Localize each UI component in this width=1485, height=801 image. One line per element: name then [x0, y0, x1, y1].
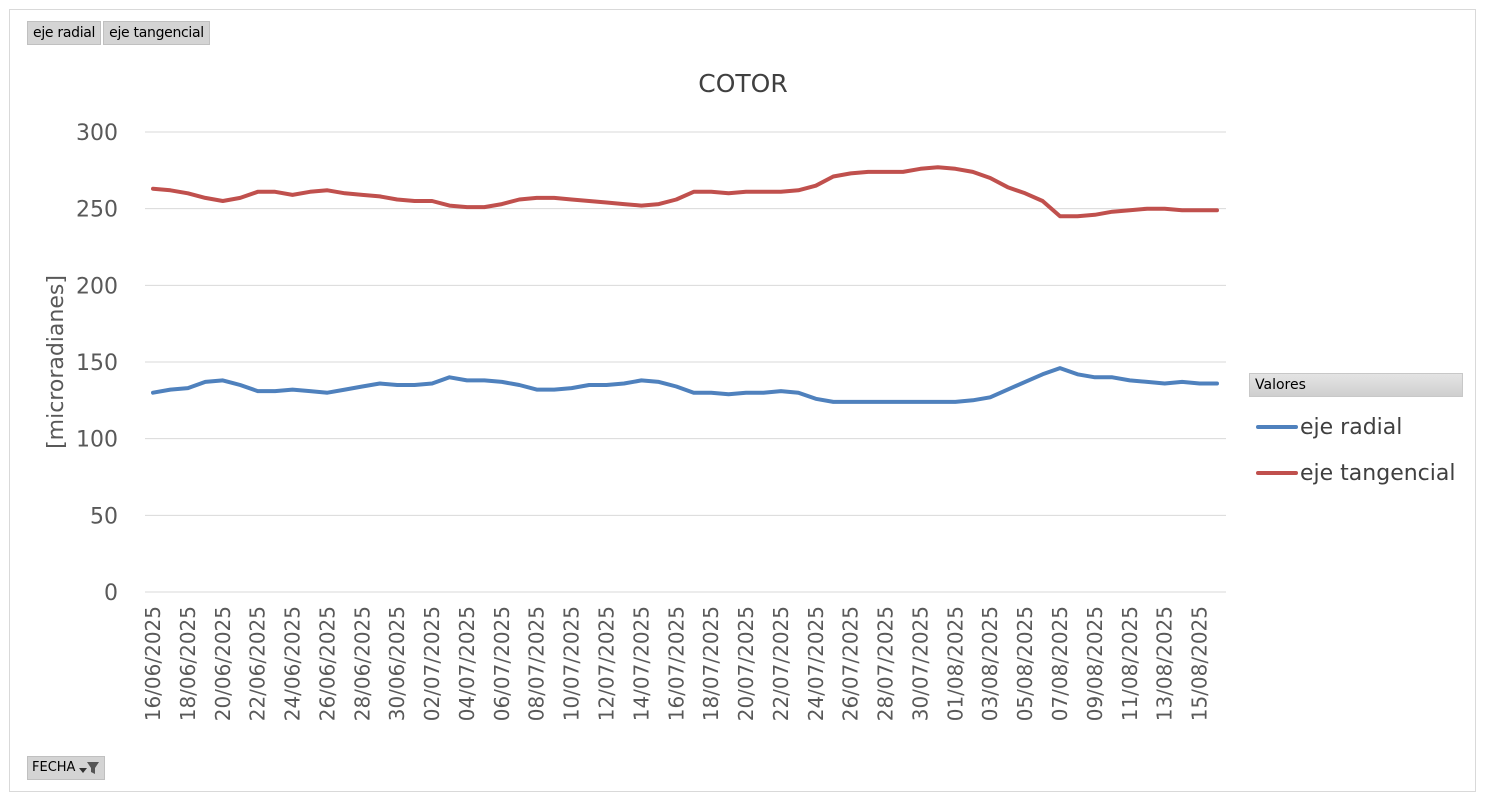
x-tick-label: 28/07/2025: [874, 606, 898, 721]
series-line-eje-tangencial[interactable]: [151, 165, 1219, 219]
x-tick-label: 06/07/2025: [490, 606, 514, 721]
x-tick-label: 12/07/2025: [595, 606, 619, 721]
x-tick-label: 07/08/2025: [1048, 606, 1072, 721]
x-tick-label: 30/07/2025: [908, 606, 932, 721]
x-tick-label: 08/07/2025: [525, 606, 549, 721]
y-tick-label: 200: [76, 274, 118, 299]
fecha-filter-button[interactable]: FECHA: [27, 756, 106, 780]
x-tick-label: 28/06/2025: [350, 606, 374, 721]
x-tick-label: 11/08/2025: [1118, 606, 1142, 721]
x-tick-label: 16/07/2025: [664, 606, 688, 721]
x-tick-label: 15/08/2025: [1188, 606, 1212, 721]
legend-item-eje-tangencial[interactable]: eje tangencial: [1256, 450, 1455, 496]
x-tick-label: 18/06/2025: [176, 606, 200, 721]
y-tick-label: 300: [76, 121, 118, 146]
x-tick-label: 24/07/2025: [804, 606, 828, 721]
x-tick-label: 20/07/2025: [734, 606, 758, 721]
x-tick-label: 26/06/2025: [315, 606, 339, 721]
legend-label-eje-radial: eje radial: [1300, 414, 1403, 440]
x-tick-label: 22/07/2025: [769, 606, 793, 721]
x-axis-ticks: 16/06/2025 18/06/2025 20/06/2025 22/06/2025…: [141, 606, 1212, 721]
x-tick-label: 04/07/2025: [455, 606, 479, 721]
x-tick-label: 18/07/2025: [699, 606, 723, 721]
x-tick-label: 22/06/2025: [246, 606, 270, 721]
field-button-eje-radial[interactable]: eje radial: [27, 21, 102, 45]
y-tick-label: 50: [90, 504, 118, 529]
y-axis-ticks: 0 50 100 150 200 250 300: [76, 121, 118, 606]
legend-title[interactable]: Valores: [1249, 373, 1463, 397]
legend-swatch-eje-radial: [1256, 425, 1298, 429]
x-tick-label: 03/08/2025: [978, 606, 1002, 721]
legend-item-eje-radial[interactable]: eje radial: [1256, 404, 1455, 450]
x-tick-label: 02/07/2025: [420, 606, 444, 721]
fecha-label: FECHA: [32, 760, 76, 775]
field-button-eje-tangencial[interactable]: eje tangencial: [103, 21, 210, 45]
x-tick-label: 01/08/2025: [943, 606, 967, 721]
legend: eje radial eje tangencial: [1256, 404, 1455, 496]
legend-swatch-eje-tangencial: [1256, 471, 1298, 475]
x-tick-label: 30/06/2025: [385, 606, 409, 721]
x-tick-label: 20/06/2025: [211, 606, 235, 721]
legend-label-eje-tangencial: eje tangencial: [1300, 460, 1456, 486]
x-tick-label: 24/06/2025: [281, 606, 305, 721]
x-tick-label: 13/08/2025: [1153, 606, 1177, 721]
x-tick-label: 14/07/2025: [629, 606, 653, 721]
filter-dropdown-icon: [78, 760, 100, 776]
x-tick-label: 16/06/2025: [141, 606, 165, 721]
x-tick-label: 09/08/2025: [1083, 606, 1107, 721]
y-tick-label: 250: [76, 198, 118, 223]
gridlines: [145, 131, 1226, 593]
series-lines: [151, 165, 1219, 404]
x-tick-label: 10/07/2025: [560, 606, 584, 721]
y-tick-label: 100: [76, 428, 118, 453]
y-axis-label: [microradianes]: [44, 275, 69, 449]
y-tick-label: 0: [104, 581, 118, 606]
series-line-eje-radial[interactable]: [151, 366, 1219, 404]
chart-title: COTOR: [698, 69, 787, 98]
y-tick-label: 150: [76, 351, 118, 376]
pivot-field-buttons: eje radial eje tangencial: [27, 21, 210, 45]
x-tick-label: 26/07/2025: [839, 606, 863, 721]
chart-frame: [9, 9, 1476, 792]
x-tick-label: 05/08/2025: [1013, 606, 1037, 721]
